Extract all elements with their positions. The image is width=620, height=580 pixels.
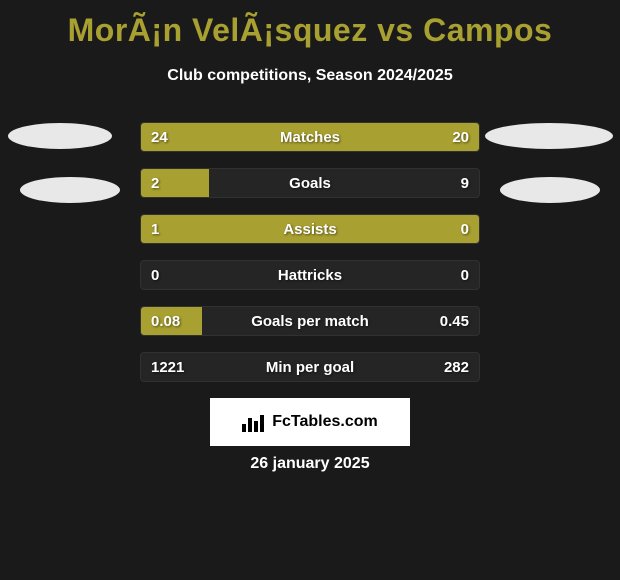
- stat-label: Min per goal: [141, 353, 479, 382]
- subtitle: Club competitions, Season 2024/2025: [0, 67, 620, 85]
- player-left-badge-1: [8, 123, 112, 149]
- player-left-badge-2: [20, 177, 120, 203]
- stat-row: 10Assists: [140, 214, 480, 244]
- brand-chart-icon: [242, 412, 264, 432]
- stat-label: Goals: [141, 169, 479, 198]
- stat-row: 1221282Min per goal: [140, 352, 480, 382]
- stat-row: 0.080.45Goals per match: [140, 306, 480, 336]
- stat-row: 00Hattricks: [140, 260, 480, 290]
- brand-text: FcTables.com: [272, 413, 378, 431]
- stat-row: 29Goals: [140, 168, 480, 198]
- brand-box: FcTables.com: [210, 398, 410, 446]
- stat-label: Hattricks: [141, 261, 479, 290]
- player-right-badge-2: [500, 177, 600, 203]
- stat-label: Assists: [141, 215, 479, 244]
- date-text: 26 january 2025: [0, 455, 620, 473]
- stats-container: 2420Matches 29Goals 10Assists 00Hattricks 0.…: [140, 122, 480, 398]
- stat-label: Goals per match: [141, 307, 479, 336]
- stat-row: 2420Matches: [140, 122, 480, 152]
- player-right-badge-1: [485, 123, 613, 149]
- stat-label: Matches: [141, 123, 479, 152]
- page-title: MorÃ¡n VelÃ¡squez vs Campos: [0, 0, 620, 49]
